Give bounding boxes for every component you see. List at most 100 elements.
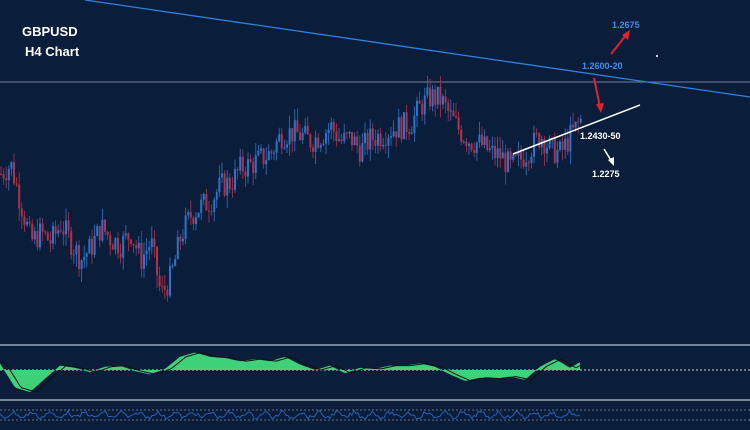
candle-body bbox=[447, 102, 450, 111]
candle-body bbox=[452, 110, 455, 117]
arrow-down-target-icon bbox=[603, 148, 614, 166]
candle-body bbox=[340, 139, 343, 142]
candle-body bbox=[382, 144, 385, 147]
candle-body bbox=[13, 162, 15, 184]
candle-body bbox=[114, 238, 117, 250]
candle-body bbox=[301, 132, 304, 141]
candle-body bbox=[109, 235, 112, 246]
oscillator-line bbox=[0, 409, 581, 420]
candle-body bbox=[5, 178, 8, 181]
candle-body bbox=[483, 136, 486, 145]
candle-body bbox=[226, 177, 229, 196]
histogram-area bbox=[0, 352, 580, 392]
candle-body bbox=[317, 137, 320, 148]
candle-body bbox=[192, 217, 195, 225]
candle-body bbox=[543, 139, 546, 154]
candle-body bbox=[455, 116, 457, 118]
candle-body bbox=[475, 142, 478, 153]
candle-body bbox=[530, 156, 533, 163]
candle-body bbox=[150, 238, 153, 248]
candle-body bbox=[410, 132, 413, 135]
candle-body bbox=[299, 132, 301, 141]
candle-body bbox=[247, 159, 249, 177]
candle-body bbox=[202, 193, 205, 200]
candle-body bbox=[18, 184, 21, 209]
candle-body bbox=[306, 125, 309, 135]
marker-dot bbox=[656, 55, 658, 57]
candle-body bbox=[80, 260, 83, 270]
candle-body bbox=[400, 117, 403, 140]
candle-body bbox=[577, 121, 580, 123]
candle-body bbox=[413, 115, 416, 133]
candle-body bbox=[88, 239, 91, 254]
descending-trendline[interactable] bbox=[84, 0, 750, 98]
candle-body bbox=[184, 215, 187, 239]
candle-body bbox=[507, 151, 509, 172]
candle-body bbox=[231, 188, 234, 190]
candle-body bbox=[439, 86, 442, 105]
candle-body bbox=[228, 177, 231, 189]
arrow-up-target-icon bbox=[610, 30, 630, 55]
candle-body bbox=[366, 132, 369, 150]
candle-body bbox=[117, 238, 119, 254]
candle-body bbox=[566, 138, 569, 152]
candle-body bbox=[10, 162, 13, 170]
candle-body bbox=[200, 199, 203, 213]
candle-body bbox=[335, 131, 338, 141]
candle-body bbox=[501, 152, 504, 159]
candle-body bbox=[356, 136, 359, 146]
candle-body bbox=[533, 132, 535, 157]
target-up-label: 1.2675 bbox=[612, 20, 640, 30]
candle-body bbox=[358, 145, 361, 162]
candle-body bbox=[104, 219, 106, 232]
candle-body bbox=[124, 233, 127, 236]
candle-body bbox=[267, 151, 270, 160]
candle-body bbox=[517, 152, 520, 156]
candle-body bbox=[52, 226, 54, 244]
momentum-histogram bbox=[0, 352, 581, 393]
candle-body bbox=[351, 131, 353, 146]
candle-body bbox=[169, 265, 171, 296]
candle-body bbox=[127, 233, 130, 240]
candle-body bbox=[462, 141, 465, 143]
candle-body bbox=[369, 128, 372, 150]
candle-body bbox=[330, 122, 333, 130]
candle-body bbox=[101, 219, 104, 241]
candle-body bbox=[345, 132, 348, 134]
candle-body bbox=[163, 286, 166, 290]
candle-body bbox=[2, 173, 5, 179]
candle-body bbox=[423, 95, 426, 115]
candle-body bbox=[262, 148, 265, 165]
candle-body bbox=[348, 131, 351, 134]
candle-body bbox=[361, 143, 364, 162]
candle-body bbox=[213, 199, 216, 212]
symbol-title: GBPUSD bbox=[22, 24, 78, 39]
candle-body bbox=[273, 152, 275, 154]
candle-body bbox=[496, 148, 499, 159]
candle-body bbox=[36, 231, 39, 248]
candle-body bbox=[280, 134, 283, 149]
candle-body bbox=[405, 112, 408, 132]
candle-body bbox=[293, 120, 296, 142]
candle-body bbox=[377, 133, 379, 146]
ascending-support-trendline[interactable] bbox=[512, 104, 641, 155]
candle-body bbox=[20, 208, 23, 217]
candle-body bbox=[470, 143, 473, 150]
candle-body bbox=[241, 156, 244, 172]
candle-body bbox=[504, 152, 507, 172]
candle-body bbox=[223, 173, 226, 196]
candle-body bbox=[325, 133, 327, 144]
candle-body bbox=[65, 220, 67, 235]
candle-body bbox=[249, 159, 252, 163]
candle-body bbox=[54, 226, 57, 234]
candle-body bbox=[512, 154, 515, 160]
candle-body bbox=[28, 221, 31, 224]
candle-body bbox=[429, 87, 431, 107]
candle-body bbox=[488, 148, 491, 151]
candle-body bbox=[535, 132, 538, 134]
support-label: 1.2430-50 bbox=[580, 131, 621, 141]
candle-body bbox=[332, 122, 335, 132]
candle-body bbox=[119, 253, 122, 258]
